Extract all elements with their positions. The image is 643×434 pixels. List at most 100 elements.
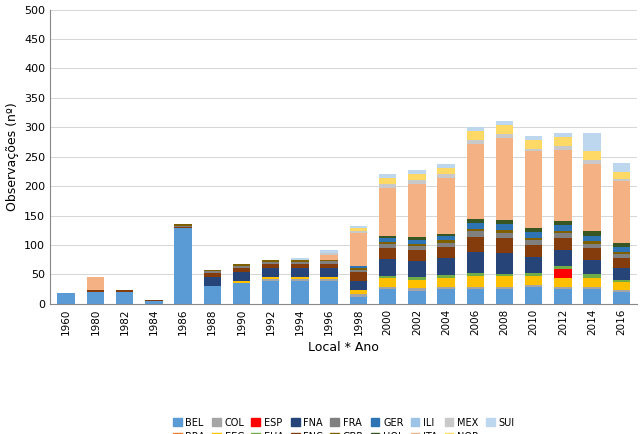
Bar <box>467 131 484 140</box>
Bar <box>467 287 484 289</box>
Bar <box>554 278 572 287</box>
Bar <box>613 247 630 252</box>
Bar <box>350 266 367 268</box>
Bar <box>437 234 455 236</box>
Bar <box>437 287 455 289</box>
Bar <box>525 287 543 304</box>
Bar <box>583 249 601 260</box>
Bar <box>320 279 338 281</box>
Bar <box>467 289 484 304</box>
Bar <box>525 276 543 285</box>
Bar <box>496 121 513 125</box>
Bar <box>613 268 630 279</box>
Bar <box>467 140 484 144</box>
Bar <box>583 236 601 241</box>
Bar <box>233 266 250 268</box>
Bar <box>145 302 163 304</box>
Bar <box>291 277 309 279</box>
Bar <box>525 149 543 151</box>
Bar <box>583 133 601 151</box>
Bar <box>203 271 221 273</box>
Bar <box>437 164 455 168</box>
Bar <box>262 279 280 281</box>
Bar <box>467 273 484 276</box>
Bar <box>291 268 309 277</box>
Bar <box>233 281 250 283</box>
Bar <box>379 174 396 178</box>
Bar <box>408 237 426 240</box>
Bar <box>379 278 396 287</box>
Bar <box>408 289 426 291</box>
Bar <box>525 228 543 232</box>
Bar <box>613 252 630 254</box>
Bar <box>233 264 250 266</box>
Bar <box>613 254 630 259</box>
Bar <box>496 233 513 238</box>
Bar <box>583 164 601 231</box>
Bar <box>408 180 426 184</box>
Bar <box>583 278 601 287</box>
Bar <box>496 289 513 304</box>
Bar <box>379 184 396 188</box>
Bar <box>350 281 367 289</box>
Bar <box>554 250 572 266</box>
Bar <box>174 226 192 227</box>
Bar <box>408 277 426 279</box>
Bar <box>613 289 630 292</box>
Bar <box>554 287 572 289</box>
Bar <box>379 249 396 259</box>
Bar <box>583 231 601 236</box>
Bar <box>320 253 338 255</box>
Bar <box>87 277 104 289</box>
Bar <box>379 289 396 304</box>
Bar <box>496 276 513 287</box>
Bar <box>408 246 426 250</box>
Bar <box>496 230 513 233</box>
Bar <box>408 170 426 174</box>
Bar <box>437 275 455 278</box>
Bar <box>379 244 396 249</box>
Bar <box>437 247 455 259</box>
Bar <box>496 274 513 276</box>
Bar <box>525 285 543 287</box>
Bar <box>496 238 513 253</box>
Bar <box>467 219 484 223</box>
Bar <box>262 268 280 277</box>
Bar <box>379 188 396 236</box>
Bar <box>262 262 280 264</box>
Bar <box>291 260 309 262</box>
Bar <box>525 232 543 238</box>
Bar <box>613 279 630 282</box>
Bar <box>583 287 601 289</box>
Bar <box>350 231 367 233</box>
Bar <box>554 221 572 225</box>
Bar <box>613 243 630 247</box>
Bar <box>613 282 630 289</box>
Bar <box>467 231 484 237</box>
Bar <box>525 140 543 149</box>
Bar <box>437 240 455 243</box>
Bar <box>87 289 104 292</box>
Bar <box>203 286 221 304</box>
Bar <box>467 223 484 229</box>
Bar <box>379 178 396 184</box>
Bar <box>350 272 367 281</box>
Bar <box>262 264 280 268</box>
Bar <box>467 229 484 231</box>
Bar <box>379 238 396 242</box>
Bar <box>408 250 426 261</box>
Bar <box>203 273 221 277</box>
Bar <box>203 277 221 286</box>
Bar <box>554 266 572 269</box>
Bar <box>379 259 396 276</box>
Bar <box>408 291 426 304</box>
Bar <box>496 253 513 274</box>
Bar <box>496 125 513 134</box>
Bar <box>174 224 192 226</box>
Bar <box>320 264 338 268</box>
Bar <box>437 178 455 234</box>
Bar <box>408 261 426 277</box>
Bar <box>437 243 455 247</box>
Bar <box>467 127 484 131</box>
Bar <box>583 241 601 244</box>
